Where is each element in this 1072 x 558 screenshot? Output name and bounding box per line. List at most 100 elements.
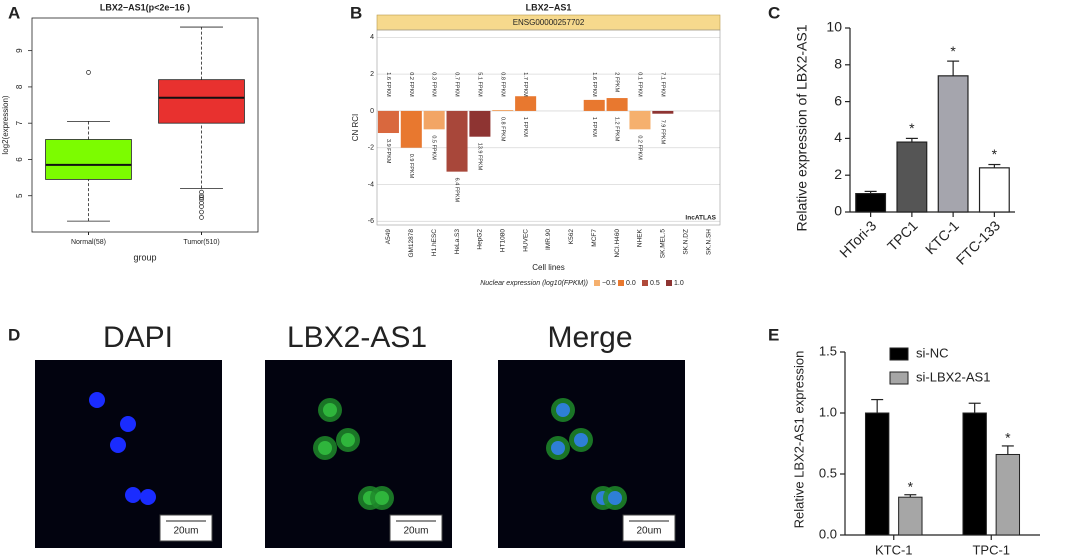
x-tick-label: KTC-1 <box>875 542 913 557</box>
y-tick-label: 9 <box>15 48 24 53</box>
bar <box>962 412 987 536</box>
x-tick-label: HUVEC <box>522 229 529 252</box>
legend-swatch <box>889 347 909 361</box>
bar <box>469 110 491 137</box>
value-label: 3.9 FPKM <box>385 139 391 164</box>
x-axis-label: group <box>133 252 156 262</box>
bar <box>652 110 674 114</box>
image-title: Merge <box>547 321 632 354</box>
outlier <box>199 215 204 220</box>
value-label: 0.8 FPKM <box>499 117 505 142</box>
outlier <box>199 209 204 215</box>
x-tick-label: TPC1 <box>884 217 921 254</box>
box <box>45 139 132 180</box>
value-label: 0.3 FPKM <box>431 72 437 97</box>
legend-label: 0.5 <box>650 280 660 287</box>
y-tick-label: 8 <box>15 84 24 89</box>
legend-label: 0.0 <box>626 280 636 287</box>
cell-core <box>608 491 622 505</box>
cell-core <box>574 433 588 447</box>
bar <box>377 110 399 134</box>
bar <box>423 110 445 130</box>
x-axis-label: Cell lines <box>532 263 564 272</box>
cell-core <box>375 491 389 505</box>
y-tick-label: 6 <box>15 157 24 162</box>
value-label: 5.1 FPKM <box>476 72 482 97</box>
value-label: 1.6 FPKM <box>385 72 391 97</box>
y-tick-label: 4 <box>834 129 842 145</box>
legend-title: Nuclear expression (log10(FPKM)) <box>480 280 588 287</box>
y-tick-label: 2 <box>834 166 842 182</box>
value-label: 0.2 FPKM <box>637 135 643 160</box>
y-tick-label: 1.0 <box>819 404 837 419</box>
y-tick-label: 1.5 <box>819 343 837 358</box>
x-tick-label: HeLa.S3 <box>454 229 461 255</box>
y-tick-label: 4 <box>370 34 374 41</box>
cell-core <box>556 403 570 417</box>
y-tick-label: 0.5 <box>819 465 837 480</box>
nucleus <box>110 437 126 453</box>
bar <box>606 98 628 111</box>
bar <box>995 453 1021 536</box>
significance-label: * <box>908 478 914 494</box>
y-tick-label: 8 <box>834 56 842 72</box>
y-axis-label: Relative expression of LBX2-AS1 <box>794 24 810 231</box>
significance-label: * <box>992 146 998 162</box>
bar <box>855 193 887 213</box>
scale-bar-box <box>159 514 213 542</box>
bar <box>492 110 514 111</box>
x-tick-label: NHEK <box>637 228 644 247</box>
y-axis-label: CN RCI <box>351 114 360 142</box>
x-tick-label: GM12878 <box>408 229 415 258</box>
nucleus <box>89 392 105 408</box>
y-tick-label: -2 <box>368 145 374 152</box>
x-tick-label: Normal(58) <box>71 239 106 246</box>
bar <box>937 75 969 213</box>
value-label: 0.8 FPKM <box>499 72 505 97</box>
scale-bar-label: 20um <box>173 526 198 537</box>
panel-letter: E <box>768 325 779 344</box>
outlier <box>86 70 91 75</box>
x-tick-label: HTori-3 <box>836 217 879 260</box>
outlier <box>199 200 204 206</box>
legend-label: 1.0 <box>674 280 684 287</box>
x-tick-label: SK.N.DZ <box>682 229 689 255</box>
legend-swatch <box>642 280 648 286</box>
value-label: 2 FPKM <box>614 72 620 92</box>
value-label: 7.9 FPKM <box>659 120 665 145</box>
bar <box>898 496 923 536</box>
value-label: 6.4 FPKM <box>454 178 460 203</box>
x-tick-label: A549 <box>385 229 392 245</box>
y-tick-label: 6 <box>834 92 842 108</box>
scale-bar-label: 20um <box>636 526 661 537</box>
y-axis-label: log2(expression) <box>1 95 10 154</box>
legend-label: si-NC <box>916 345 949 360</box>
value-label: 0.5 FPKM <box>431 135 437 160</box>
legend-label: −0.5 <box>602 280 616 287</box>
cell-core <box>551 441 565 455</box>
x-tick-label: NCI.H460 <box>614 229 621 258</box>
outlier <box>199 204 204 209</box>
cell-core <box>323 403 337 417</box>
panel-letter: D <box>8 325 20 344</box>
value-label: 0.2 FPKM <box>408 72 414 97</box>
image-title: LBX2-AS1 <box>287 321 427 354</box>
bar <box>446 110 468 172</box>
legend-swatch <box>666 280 672 286</box>
nucleus <box>120 416 136 432</box>
chart-title: LBX2−AS1(p<2e−16 ) <box>100 2 190 12</box>
value-label: 1.2 FPKM <box>614 117 620 142</box>
x-tick-label: K562 <box>568 229 575 245</box>
outlier <box>199 193 204 199</box>
panel-letter: A <box>8 3 20 22</box>
nucleus <box>140 489 156 505</box>
x-tick-label: KTC-1 <box>922 217 962 257</box>
x-tick-label: IMR.90 <box>545 229 552 250</box>
legend-label: si-LBX2-AS1 <box>916 369 990 384</box>
x-tick-label: H1.hESC <box>431 229 438 256</box>
box <box>158 79 245 124</box>
y-axis-label: Relative LBX2-AS1 expression <box>791 351 806 529</box>
plot-frame <box>376 29 721 226</box>
value-label: 0.7 FPKM <box>454 72 460 97</box>
annotation: lncATLAS <box>685 215 716 222</box>
